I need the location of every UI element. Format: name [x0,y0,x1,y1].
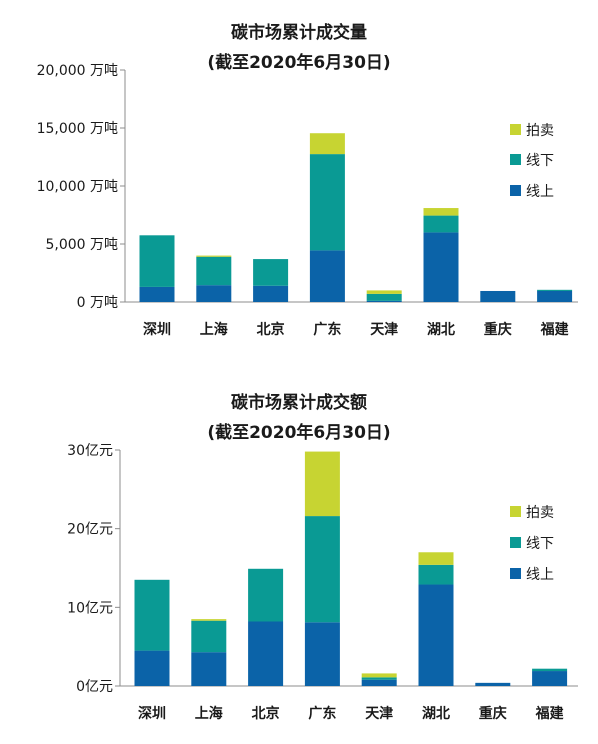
chart2-legend-label: 线上 [526,567,554,583]
chart2-category-label: 福建 [535,705,564,722]
chart2-category-label: 广东 [308,705,336,722]
chart2-bar-拍卖-湖北 [418,552,454,565]
chart2-bar-拍卖-上海 [191,619,227,621]
chart2-bar-线下-北京 [248,568,284,622]
chart2-bar-线下-广东 [304,516,340,623]
chart2-category-label: 重庆 [479,705,507,722]
chart2-y-tick-label: 20亿元 [67,522,113,538]
chart1-subtitle: (截至2020年6月30日) [207,52,390,73]
chart2-bar-线下-上海 [191,620,227,653]
chart1-y-tick-label: 20,000 万吨 [37,63,118,79]
chart2-category-label: 上海 [195,705,223,722]
chart1-bar-线上-深圳 [139,286,175,302]
chart1-bar-线下-湖北 [423,215,459,233]
chart1-bar-线上-湖北 [423,232,459,302]
chart1-bar-线下-天津 [366,293,402,301]
chart1-legend-label: 拍卖 [526,123,554,139]
chart2-legend-swatch-线上 [510,568,521,579]
chart1-bar-线上-上海 [196,285,232,302]
chart1-category-label: 天津 [370,321,398,338]
chart2-bar-线上-湖北 [418,584,454,686]
chart2-bar-线上-北京 [248,621,284,686]
chart2-legend-label: 线下 [526,536,554,552]
chart1-category-label: 湖北 [427,322,455,338]
chart1-bar-线上-天津 [366,300,402,302]
chart2-bar-线上-重庆 [475,682,511,686]
chart2-bar-拍卖-广东 [304,451,340,517]
chart1-bar-线上-福建 [537,290,573,302]
chart1-bar-线下-北京 [253,259,289,286]
chart1-legend-label: 线上 [526,184,554,200]
chart1-legend-swatch-拍卖 [510,124,521,135]
chart1-bar-线下-上海 [196,256,232,286]
chart1-bar-线下-福建 [537,289,573,291]
chart2-legend-swatch-线下 [510,537,521,548]
chart2-bar-线下-深圳 [134,579,170,651]
chart2-category-label: 湖北 [422,706,450,722]
chart2-bar-线上-福建 [532,671,568,686]
chart2-bar-线上-天津 [361,679,397,686]
chart1-bar-拍卖-上海 [196,255,232,257]
chart1-bar-拍卖-湖北 [423,208,459,216]
chart2-bar-线上-上海 [191,652,227,686]
chart1-category-label: 深圳 [143,321,171,338]
chart1-bar-线下-广东 [309,154,345,251]
chart1-legend-label: 线下 [526,153,554,169]
chart2-y-tick-label: 30亿元 [67,443,113,459]
chart1-bar-线下-深圳 [139,235,175,287]
chart2-bar-线下-天津 [361,677,397,680]
chart1-category-label: 北京 [257,321,285,338]
chart2-legend-swatch-拍卖 [510,506,521,517]
chart2-bar-线下-福建 [532,668,568,672]
chart1-y-tick-label: 5,000 万吨 [45,237,118,253]
chart2-bar-拍卖-天津 [361,673,397,678]
chart2-category-label: 北京 [252,705,280,722]
chart1-y-tick-label: 0 万吨 [77,295,118,311]
chart1-category-label: 广东 [313,321,341,338]
chart1-title: 碳市场累计成交量 [231,22,367,43]
chart1-bar-拍卖-天津 [366,290,402,294]
chart2-bar-线上-广东 [304,622,340,686]
chart1-bar-线上-广东 [309,250,345,302]
chart1-legend-swatch-线下 [510,154,521,165]
chart1-y-tick-label: 15,000 万吨 [37,121,118,137]
chart2-subtitle: (截至2020年6月30日) [207,422,390,443]
chart1-bar-线上-北京 [253,285,289,302]
chart1-y-tick-label: 10,000 万吨 [37,179,118,195]
chart1-category-label: 上海 [200,321,228,338]
chart1-bar-拍卖-广东 [309,133,345,155]
chart2-y-tick-label: 0亿元 [76,679,113,695]
chart1-bar-线上-重庆 [480,290,516,302]
chart1-category-label: 福建 [540,321,569,338]
chart2-bar-线下-湖北 [418,564,454,585]
chart1-legend-swatch-线上 [510,185,521,196]
chart2-category-label: 天津 [365,705,393,722]
chart2-legend-label: 拍卖 [526,505,554,521]
chart1-category-label: 重庆 [484,321,512,338]
chart2-bar-线上-深圳 [134,650,170,686]
chart2-title: 碳市场累计成交额 [231,392,367,413]
chart2-category-label: 深圳 [138,705,166,722]
chart2-y-tick-label: 10亿元 [67,600,113,616]
